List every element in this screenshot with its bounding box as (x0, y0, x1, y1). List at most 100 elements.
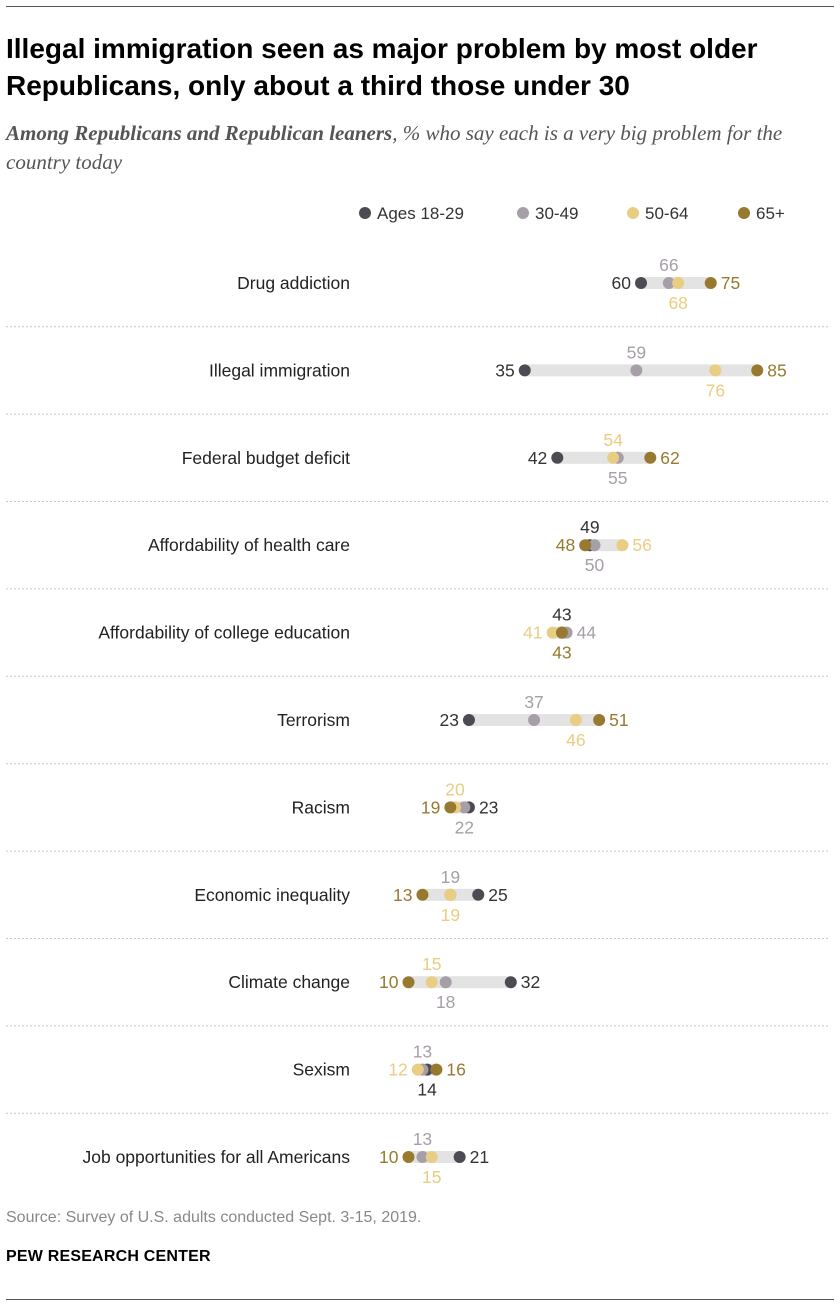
data-label-30-49: 50 (585, 555, 605, 575)
range-bar (408, 976, 511, 989)
data-label-50-64: 56 (632, 535, 651, 555)
dot-ages-18-29 (504, 976, 517, 989)
data-label-50-64: 15 (422, 1167, 441, 1187)
top-rule (6, 6, 834, 7)
category-label-climate-change: Climate change (228, 972, 350, 992)
dot-ages-18-29 (462, 714, 475, 726)
data-label-50-64: 41 (523, 623, 542, 643)
data-label-ages-18-29: 49 (580, 517, 599, 537)
data-label-30-49: 18 (436, 992, 455, 1012)
bottom-rule (6, 1299, 834, 1300)
data-label-50-64: 68 (668, 293, 687, 313)
data-label-ages-18-29: 42 (528, 448, 547, 468)
dot-50-64 (709, 364, 722, 377)
dot-65 (430, 1063, 443, 1076)
data-label-ages-18-29: 35 (495, 360, 514, 380)
category-label-drug-addiction: Drug addiction (237, 273, 350, 293)
data-label-ages-18-29: 14 (417, 1080, 437, 1100)
dot-50-64 (672, 277, 685, 289)
data-label-30-49: 55 (608, 468, 627, 488)
dot-ages-18-29 (472, 888, 485, 901)
dot-65 (416, 888, 429, 901)
subtitle-emphasis: Among Republicans and Republican leaners (6, 121, 393, 145)
dot-65 (644, 451, 657, 464)
dot-50-64 (444, 888, 457, 901)
data-label-50-64: 46 (566, 730, 585, 750)
chart-subtitle: Among Republicans and Republican leaners… (6, 119, 836, 177)
data-label-50-64: 12 (388, 1060, 407, 1080)
dot-ages-18-29 (453, 1151, 466, 1163)
category-label-illegal-immigration: Illegal immigration (209, 360, 350, 380)
data-label-30-49: 13 (413, 1042, 432, 1062)
dot-50-64 (425, 1151, 438, 1163)
data-label-50-64: 54 (603, 430, 623, 450)
legend-marker-30-49 (517, 207, 529, 219)
dot-50-64 (616, 539, 629, 552)
org-name: PEW RESEARCH CENTER (6, 1248, 211, 1265)
data-label-65: 13 (393, 885, 412, 905)
data-label-30-49: 37 (524, 692, 543, 712)
category-label-economic-inequality: Economic inequality (194, 885, 350, 905)
dot-plot-chart: Ages 18-29 30-49 50-64 65+ Drug addiction 60 6… (6, 204, 828, 1187)
legend-marker-50-64 (627, 207, 639, 219)
category-label-terrorism: Terrorism (277, 710, 350, 730)
range-bar (557, 451, 651, 464)
source-note: Source: Survey of U.S. adults conducted … (6, 1209, 422, 1226)
dot-30-49 (588, 539, 601, 552)
dot-50-64 (425, 976, 438, 989)
data-label-30-49: 59 (627, 342, 646, 362)
category-label-federal-budget-deficit: Federal budget deficit (182, 448, 350, 468)
legend-marker-ages-18-29 (359, 207, 371, 219)
data-label-30-49: 44 (577, 623, 597, 643)
data-label-50-64: 20 (445, 779, 465, 799)
category-label-sexism: Sexism (293, 1060, 350, 1080)
dot-30-49 (458, 801, 471, 814)
data-label-30-49: 19 (441, 867, 460, 887)
legend-marker-65 (738, 207, 750, 219)
dot-65 (555, 626, 568, 639)
data-label-30-49: 22 (455, 817, 474, 837)
data-label-ages-18-29: 23 (439, 710, 458, 730)
category-label-affordability-of-health-care: Affordability of health care (148, 535, 350, 555)
dot-65 (579, 539, 592, 552)
dot-30-49 (662, 277, 675, 289)
data-label-65: 51 (609, 710, 628, 730)
data-label-65: 43 (552, 643, 571, 663)
dot-65 (751, 364, 764, 377)
data-label-ages-18-29: 32 (521, 972, 540, 992)
legend-label-50-64: 50-64 (645, 204, 688, 223)
dot-65 (402, 976, 415, 989)
category-label-job-opportunities-for-all-americans: Job opportunities for all Americans (83, 1147, 351, 1167)
legend-label-65: 65+ (756, 204, 785, 223)
data-label-ages-18-29: 60 (612, 273, 632, 293)
chart-title: Illegal immigration seen as major proble… (6, 33, 758, 101)
data-label-65: 48 (556, 535, 575, 555)
dot-50-64 (607, 451, 620, 464)
dot-30-49 (416, 1151, 429, 1163)
dot-ages-18-29 (551, 451, 564, 464)
data-label-ages-18-29: 23 (479, 797, 498, 817)
dot-65 (593, 714, 606, 726)
dot-65 (444, 801, 457, 814)
dot-30-49 (528, 714, 541, 726)
data-label-65: 62 (660, 448, 679, 468)
subtitle-rest: , % who say each is a very big problem f… (6, 121, 783, 174)
dot-ages-18-29 (635, 277, 647, 289)
data-label-65: 75 (721, 273, 740, 293)
data-label-65: 16 (446, 1060, 465, 1080)
data-label-50-64: 15 (422, 954, 441, 974)
data-label-30-49: 13 (413, 1129, 432, 1149)
dot-50-64 (569, 714, 582, 726)
data-label-65: 10 (379, 1147, 399, 1167)
dot-30-49 (630, 364, 643, 377)
data-label-50-64: 19 (441, 905, 460, 925)
legend-label-ages-18-29: Ages 18-29 (377, 204, 464, 223)
dot-50-64 (546, 626, 559, 639)
data-label-ages-18-29: 21 (470, 1147, 489, 1167)
dot-65 (704, 277, 717, 289)
data-label-ages-18-29: 25 (488, 885, 507, 905)
category-label-racism: Racism (292, 797, 350, 817)
dot-65 (402, 1151, 415, 1163)
dot-ages-18-29 (518, 364, 531, 377)
legend-label-30-49: 30-49 (535, 204, 578, 223)
